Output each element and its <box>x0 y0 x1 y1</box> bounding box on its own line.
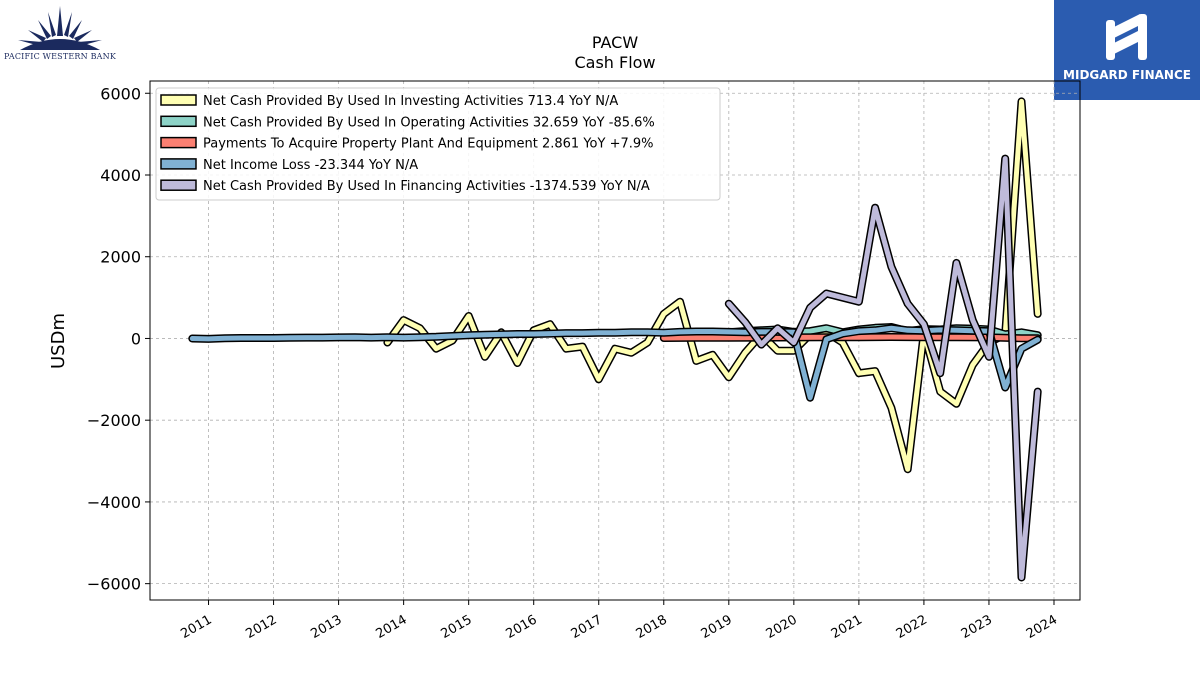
y-tick-label: −4000 <box>87 493 141 512</box>
chart-subtitle: Cash Flow <box>574 53 655 72</box>
pacific-western-bank-logo: PACIFIC WESTERN BANK <box>0 0 120 70</box>
legend: Net Cash Provided By Used In Investing A… <box>155 87 721 201</box>
y-tick-label: −6000 <box>87 575 141 594</box>
legend-swatch-0 <box>160 94 197 106</box>
series-line-4 <box>726 156 1041 580</box>
y-tick-label: 4000 <box>100 166 141 185</box>
x-tick-label: 2018 <box>634 612 670 642</box>
x-tick-label: 2013 <box>308 612 344 642</box>
legend-swatch-4 <box>160 179 197 191</box>
y-axis-ticks: 6000 4000 2000 0 −2000 −4000 −6000 <box>87 84 150 594</box>
x-tick-label: 2019 <box>699 612 735 642</box>
x-tick-label: 2017 <box>569 612 605 642</box>
y-tick-label: 0 <box>131 329 141 348</box>
y-tick-label: −2000 <box>87 411 141 430</box>
legend-label-0: Net Cash Provided By Used In Investing A… <box>203 94 618 109</box>
logo-right-text: MIDGARD FINANCE <box>1063 68 1191 82</box>
legend-label-4: Net Cash Provided By Used In Financing A… <box>203 179 650 194</box>
midgard-finance-logo: MIDGARD FINANCE <box>1054 0 1200 100</box>
legend-label-1: Net Cash Provided By Used In Operating A… <box>203 115 655 130</box>
x-tick-label: 2015 <box>439 612 475 642</box>
series-lines <box>188 97 1042 582</box>
legend-swatch-1 <box>160 115 197 128</box>
x-tick-label: 2011 <box>178 612 214 642</box>
logo-left-text: PACIFIC WESTERN BANK <box>4 52 116 61</box>
x-tick-label: 2012 <box>243 612 279 642</box>
y-tick-label: 6000 <box>100 84 141 103</box>
legend-box <box>155 87 721 201</box>
x-tick-label: 2014 <box>373 612 409 642</box>
legend-label-2: Payments To Acquire Property Plant And E… <box>203 137 654 152</box>
x-axis-ticks: 2011 2012 2013 2014 2015 2016 2017 2018 2019 2020… <box>178 600 1060 642</box>
series-outline-4 <box>724 154 1042 582</box>
series-line-3 <box>189 325 1041 401</box>
legend-swatch-2 <box>160 136 197 149</box>
x-tick-label: 2023 <box>959 612 995 642</box>
x-tick-label: 2024 <box>1024 612 1060 642</box>
plot-frame <box>149 80 1081 601</box>
chart-title: PACW <box>592 33 638 52</box>
legend-label-3: Net Income Loss -23.344 YoY N/A <box>203 158 418 173</box>
y-tick-label: 2000 <box>100 248 141 267</box>
y-axis-label: USDm <box>48 313 69 369</box>
x-tick-label: 2022 <box>894 612 930 642</box>
legend-swatch-3 <box>160 158 197 170</box>
sunburst-logo-icon <box>18 6 102 50</box>
x-tick-label: 2016 <box>504 612 540 642</box>
x-tick-label: 2021 <box>829 612 865 642</box>
midgard-monogram-icon <box>1106 14 1147 60</box>
x-tick-label: 2020 <box>764 612 800 642</box>
